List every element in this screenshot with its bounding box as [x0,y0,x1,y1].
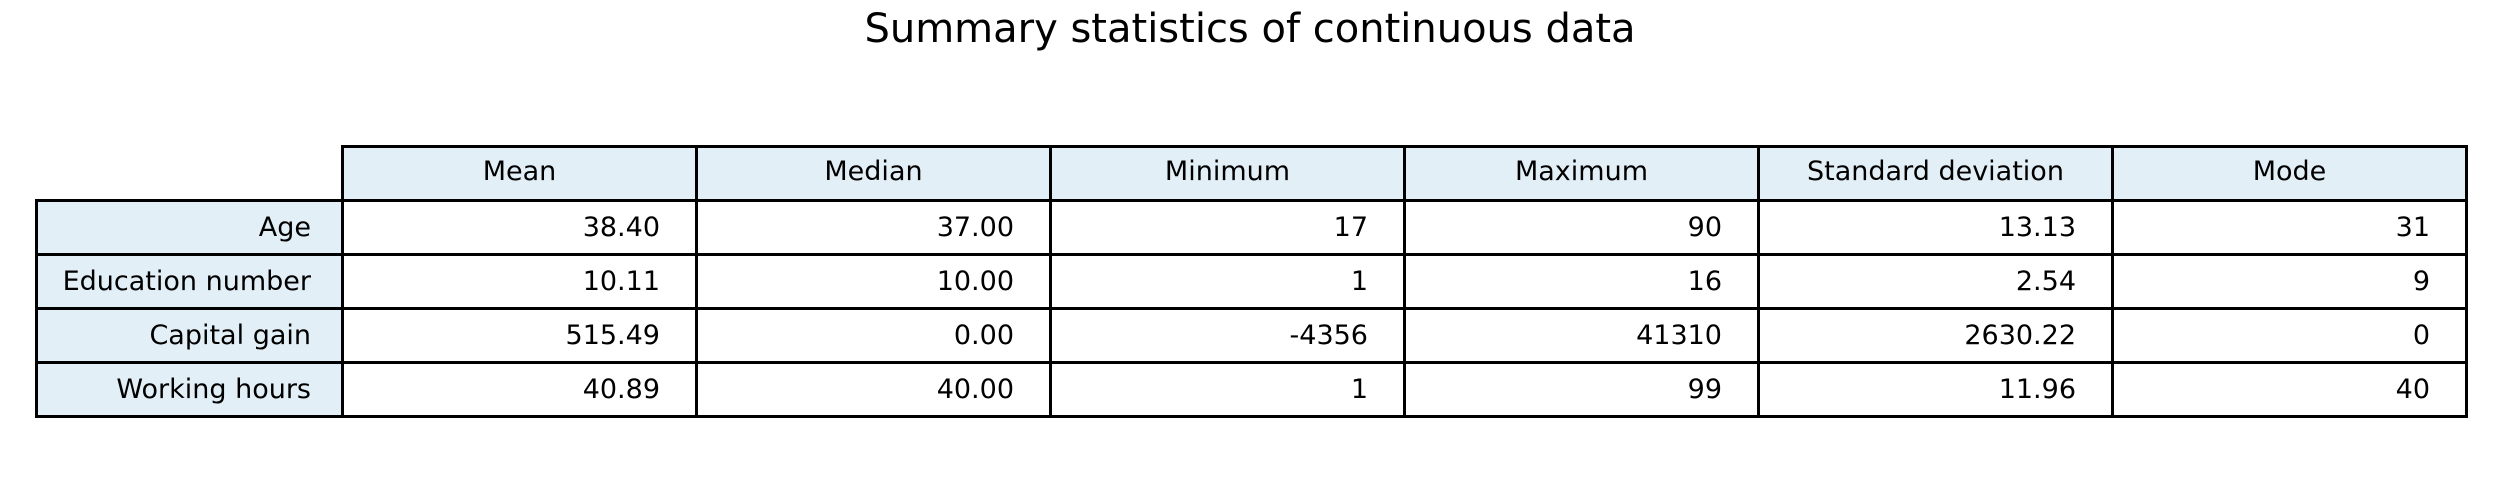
row-header-capital-gain: Capital gain [35,307,344,364]
header-row: Mean Median Minimum Maximum Standard dev… [36,145,2468,202]
table-cell: 40 [2111,361,2468,418]
table-cell: 41310 [1403,307,1760,364]
table-cell: 17 [1049,199,1406,256]
table-cell: 37.00 [695,199,1052,256]
table-row-capital-gain: Capital gain 515.49 0.00 -4356 41310 263… [35,307,2468,364]
table-cell: 90 [1403,199,1760,256]
table-cell: 9 [2111,253,2468,310]
column-header-mean: Mean [341,145,698,202]
table-cell: 40.00 [695,361,1052,418]
table-cell: 31 [2111,199,2468,256]
table-cell: 515.49 [341,307,698,364]
table-cell: 13.13 [1757,199,2114,256]
corner-cell [36,146,344,202]
row-header-education-number: Education number [35,253,344,310]
summary-statistics-table: Mean Median Minimum Maximum Standard dev… [35,145,2468,418]
column-header-minimum: Minimum [1049,145,1406,202]
table-cell: -4356 [1049,307,1406,364]
table-cell: 1 [1049,361,1406,418]
table-cell: 40.89 [341,361,698,418]
column-header-median: Median [695,145,1052,202]
table-cell: 10.00 [695,253,1052,310]
table-cell: 10.11 [341,253,698,310]
column-header-maximum: Maximum [1403,145,1760,202]
column-header-mode: Mode [2111,145,2468,202]
row-header-working-hours: Working hours [35,361,344,418]
table-cell: 1 [1049,253,1406,310]
table-cell: 38.40 [341,199,698,256]
table-row-education-number: Education number 10.11 10.00 1 16 2.54 9 [35,253,2468,310]
table-cell: 99 [1403,361,1760,418]
chart-title: Summary statistics of continuous data [864,6,1636,52]
row-header-age: Age [35,199,344,256]
table-cell: 2.54 [1757,253,2114,310]
table-row-age: Age 38.40 37.00 17 90 13.13 31 [35,199,2468,256]
table-cell: 2630.22 [1757,307,2114,364]
table-row-working-hours: Working hours 40.89 40.00 1 99 11.96 40 [35,361,2468,418]
table-cell: 0 [2111,307,2468,364]
table-cell: 16 [1403,253,1760,310]
column-header-standard-deviation: Standard deviation [1757,145,2114,202]
table-cell: 0.00 [695,307,1052,364]
table-cell: 11.96 [1757,361,2114,418]
